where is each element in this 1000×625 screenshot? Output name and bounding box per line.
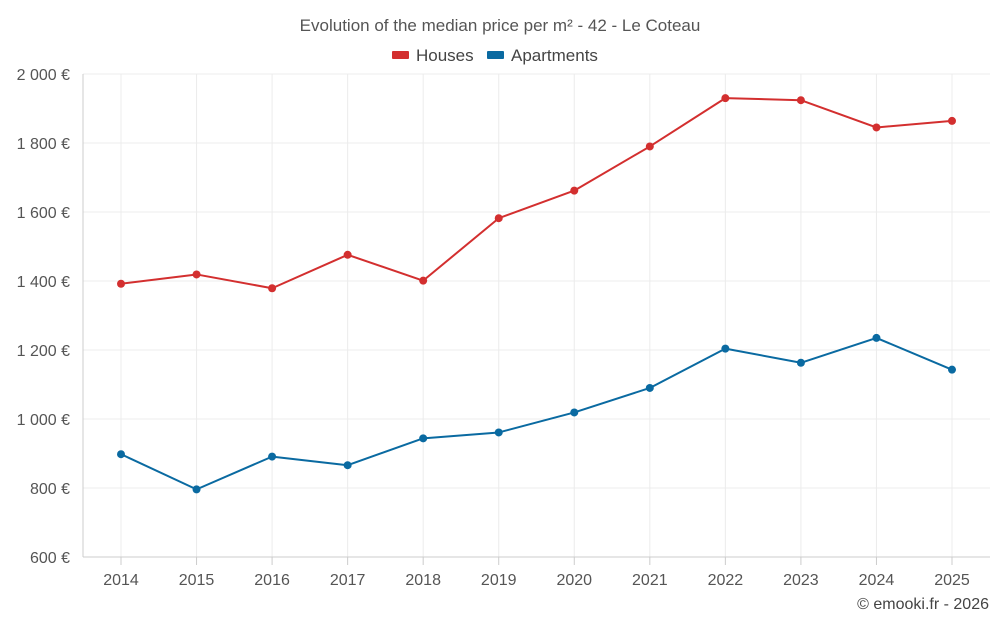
data-point-houses[interactable]: [796, 96, 805, 105]
credit-text: © emooki.fr - 2026: [857, 596, 989, 613]
y-tick-label: 1 800 €: [17, 136, 70, 153]
y-tick-label: 1 600 €: [17, 205, 70, 222]
x-tick-label: 2019: [481, 572, 517, 589]
y-tick-label: 800 €: [30, 481, 70, 498]
data-point-houses[interactable]: [721, 94, 730, 103]
y-tick-label: 600 €: [30, 550, 70, 567]
y-tick-label: 2 000 €: [17, 67, 70, 84]
y-tick-label: 1 400 €: [17, 274, 70, 291]
x-tick-label: 2016: [254, 572, 290, 589]
data-point-houses[interactable]: [117, 279, 125, 288]
legend-label-houses[interactable]: Houses: [416, 46, 474, 65]
x-axis-ticks: 2014 2015 2016 2017 2018 2019 2020 2021 2022 2023…: [103, 572, 970, 589]
legend-label-apartments[interactable]: Apartments: [511, 46, 598, 65]
y-tick-label: 1 000 €: [17, 412, 70, 429]
data-point-houses[interactable]: [570, 186, 579, 195]
legend-swatch-apartments: [487, 51, 504, 59]
data-point-houses[interactable]: [494, 214, 503, 223]
data-point-houses[interactable]: [872, 123, 881, 132]
data-point-houses[interactable]: [948, 116, 956, 125]
data-point-apartments[interactable]: [419, 434, 428, 443]
y-axis-ticks: 600 € 800 € 1 000 € 1 200 € 1 400 € 1 600 € 1 …: [17, 67, 70, 567]
data-point-apartments[interactable]: [796, 358, 805, 367]
x-tick-label: 2017: [330, 572, 366, 589]
data-point-houses[interactable]: [419, 276, 428, 285]
series-line-apartments: [120, 336, 953, 491]
x-tick-label: 2018: [405, 572, 441, 589]
gridlines: [83, 73, 990, 557]
data-point-apartments[interactable]: [948, 365, 956, 374]
axes: [82, 74, 990, 565]
legend: Houses Apartments: [392, 46, 598, 65]
data-point-houses[interactable]: [645, 142, 654, 151]
y-tick-label: 1 200 €: [17, 343, 70, 360]
chart-title: Evolution of the median price per m² - 4…: [300, 16, 701, 35]
data-point-houses[interactable]: [268, 284, 277, 293]
data-point-houses[interactable]: [192, 270, 201, 279]
data-point-houses[interactable]: [343, 250, 352, 259]
series-line-houses: [120, 97, 953, 290]
x-tick-label: 2014: [103, 572, 139, 589]
data-point-apartments[interactable]: [645, 383, 654, 392]
x-tick-label: 2021: [632, 572, 668, 589]
data-point-apartments[interactable]: [117, 450, 125, 459]
x-tick-label: 2015: [179, 572, 215, 589]
legend-swatch-houses: [392, 51, 409, 59]
x-tick-label: 2024: [859, 572, 895, 589]
x-tick-label: 2023: [783, 572, 819, 589]
data-point-apartments[interactable]: [570, 408, 579, 417]
x-tick-label: 2022: [708, 572, 744, 589]
data-point-apartments[interactable]: [872, 333, 881, 342]
data-point-apartments[interactable]: [192, 485, 201, 494]
series: [117, 94, 956, 494]
data-point-apartments[interactable]: [721, 344, 730, 353]
data-point-apartments[interactable]: [268, 452, 277, 461]
x-tick-label: 2020: [556, 572, 592, 589]
data-point-apartments[interactable]: [494, 428, 503, 437]
data-point-apartments[interactable]: [343, 461, 352, 470]
x-tick-label: 2025: [934, 572, 970, 589]
